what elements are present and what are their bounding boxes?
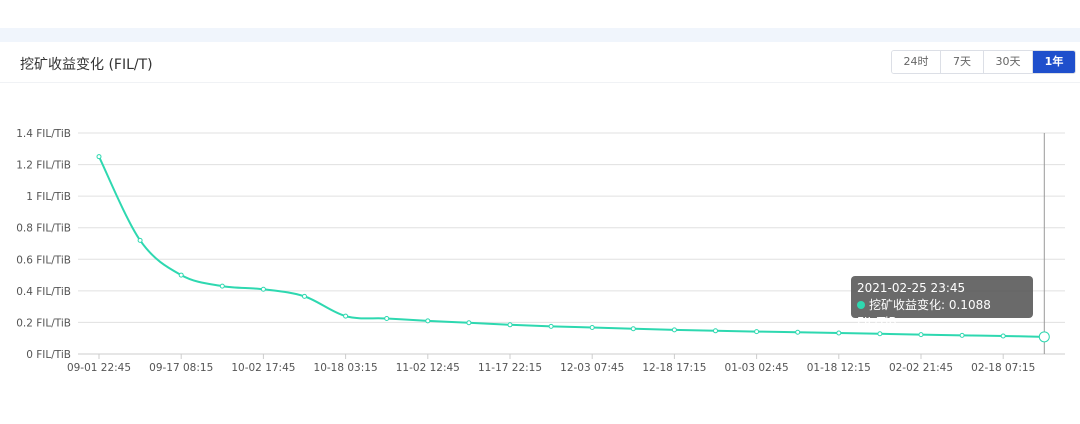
x-tick-label: 10-02 17:45 xyxy=(231,362,295,374)
range-7d-button[interactable]: 7天 xyxy=(941,51,984,73)
data-point xyxy=(918,332,924,338)
y-tick-label: 0.2 FIL/TiB xyxy=(16,317,71,329)
data-point xyxy=(507,322,513,328)
data-point xyxy=(425,318,431,324)
y-tick-label: 0.8 FIL/TiB xyxy=(16,223,71,235)
data-point xyxy=(877,331,883,337)
data-point xyxy=(836,330,842,336)
data-point xyxy=(548,323,554,329)
data-point xyxy=(178,272,184,278)
y-tick-label: 0.4 FIL/TiB xyxy=(16,286,71,298)
x-tick-label: 09-17 08:15 xyxy=(149,362,213,374)
y-tick-label: 0 FIL/TiB xyxy=(26,349,71,361)
data-point xyxy=(96,154,102,160)
data-point xyxy=(754,329,760,335)
tooltip-date: 2021-02-25 23:45 xyxy=(857,281,966,295)
y-tick-label: 1.4 FIL/TiB xyxy=(16,128,71,140)
y-tick-label: 0.6 FIL/TiB xyxy=(16,254,71,266)
x-tick-label: 10-18 03:15 xyxy=(314,362,378,374)
card-header: 挖矿收益变化 (FIL/T) 24时 7天 30天 1年 xyxy=(0,42,1080,83)
data-point xyxy=(1038,331,1050,343)
top-band xyxy=(0,28,1080,42)
card-title: 挖矿收益变化 (FIL/T) xyxy=(20,57,153,73)
y-tick-label: 1.2 FIL/TiB xyxy=(16,160,71,172)
range-1y-button[interactable]: 1年 xyxy=(1033,51,1075,73)
data-point xyxy=(219,283,225,289)
data-point xyxy=(795,329,801,335)
tooltip-value: 挖矿收益变化: 0.1088 FIL/TiB xyxy=(857,298,991,329)
data-point xyxy=(343,313,349,319)
y-tick-label: 1 FIL/TiB xyxy=(26,191,71,203)
range-30d-button[interactable]: 30天 xyxy=(984,51,1033,73)
data-point xyxy=(959,332,965,338)
x-tick-label: 02-18 07:15 xyxy=(971,362,1035,374)
data-point xyxy=(671,327,677,333)
data-point xyxy=(302,293,307,299)
x-tick-label: 12-18 17:15 xyxy=(642,362,706,374)
data-point xyxy=(589,324,595,330)
chart-card: 挖矿收益变化 (FIL/T) 24时 7天 30天 1年 xyxy=(0,42,1080,424)
x-tick-label: 01-03 02:45 xyxy=(725,362,789,374)
data-point xyxy=(1000,333,1006,339)
data-point xyxy=(630,326,636,332)
series-dot-icon xyxy=(857,301,865,309)
x-tick-label: 02-02 21:45 xyxy=(889,362,953,374)
tooltip: 2021-02-25 23:45 挖矿收益变化: 0.1088 FIL/TiB xyxy=(851,276,1033,329)
data-point xyxy=(713,328,718,334)
data-point xyxy=(384,315,390,321)
x-tick-label: 01-18 12:15 xyxy=(807,362,871,374)
data-point xyxy=(466,320,472,326)
x-tick-label: 12-03 07:45 xyxy=(560,362,624,374)
range-24h-button[interactable]: 24时 xyxy=(892,51,941,73)
x-tick-label: 11-17 22:15 xyxy=(478,362,542,374)
data-point xyxy=(137,237,143,243)
x-tick-label: 09-01 22:45 xyxy=(67,362,131,374)
data-point xyxy=(260,286,266,292)
x-tick-label: 11-02 12:45 xyxy=(396,362,460,374)
range-selector: 24时 7天 30天 1年 xyxy=(891,50,1076,74)
